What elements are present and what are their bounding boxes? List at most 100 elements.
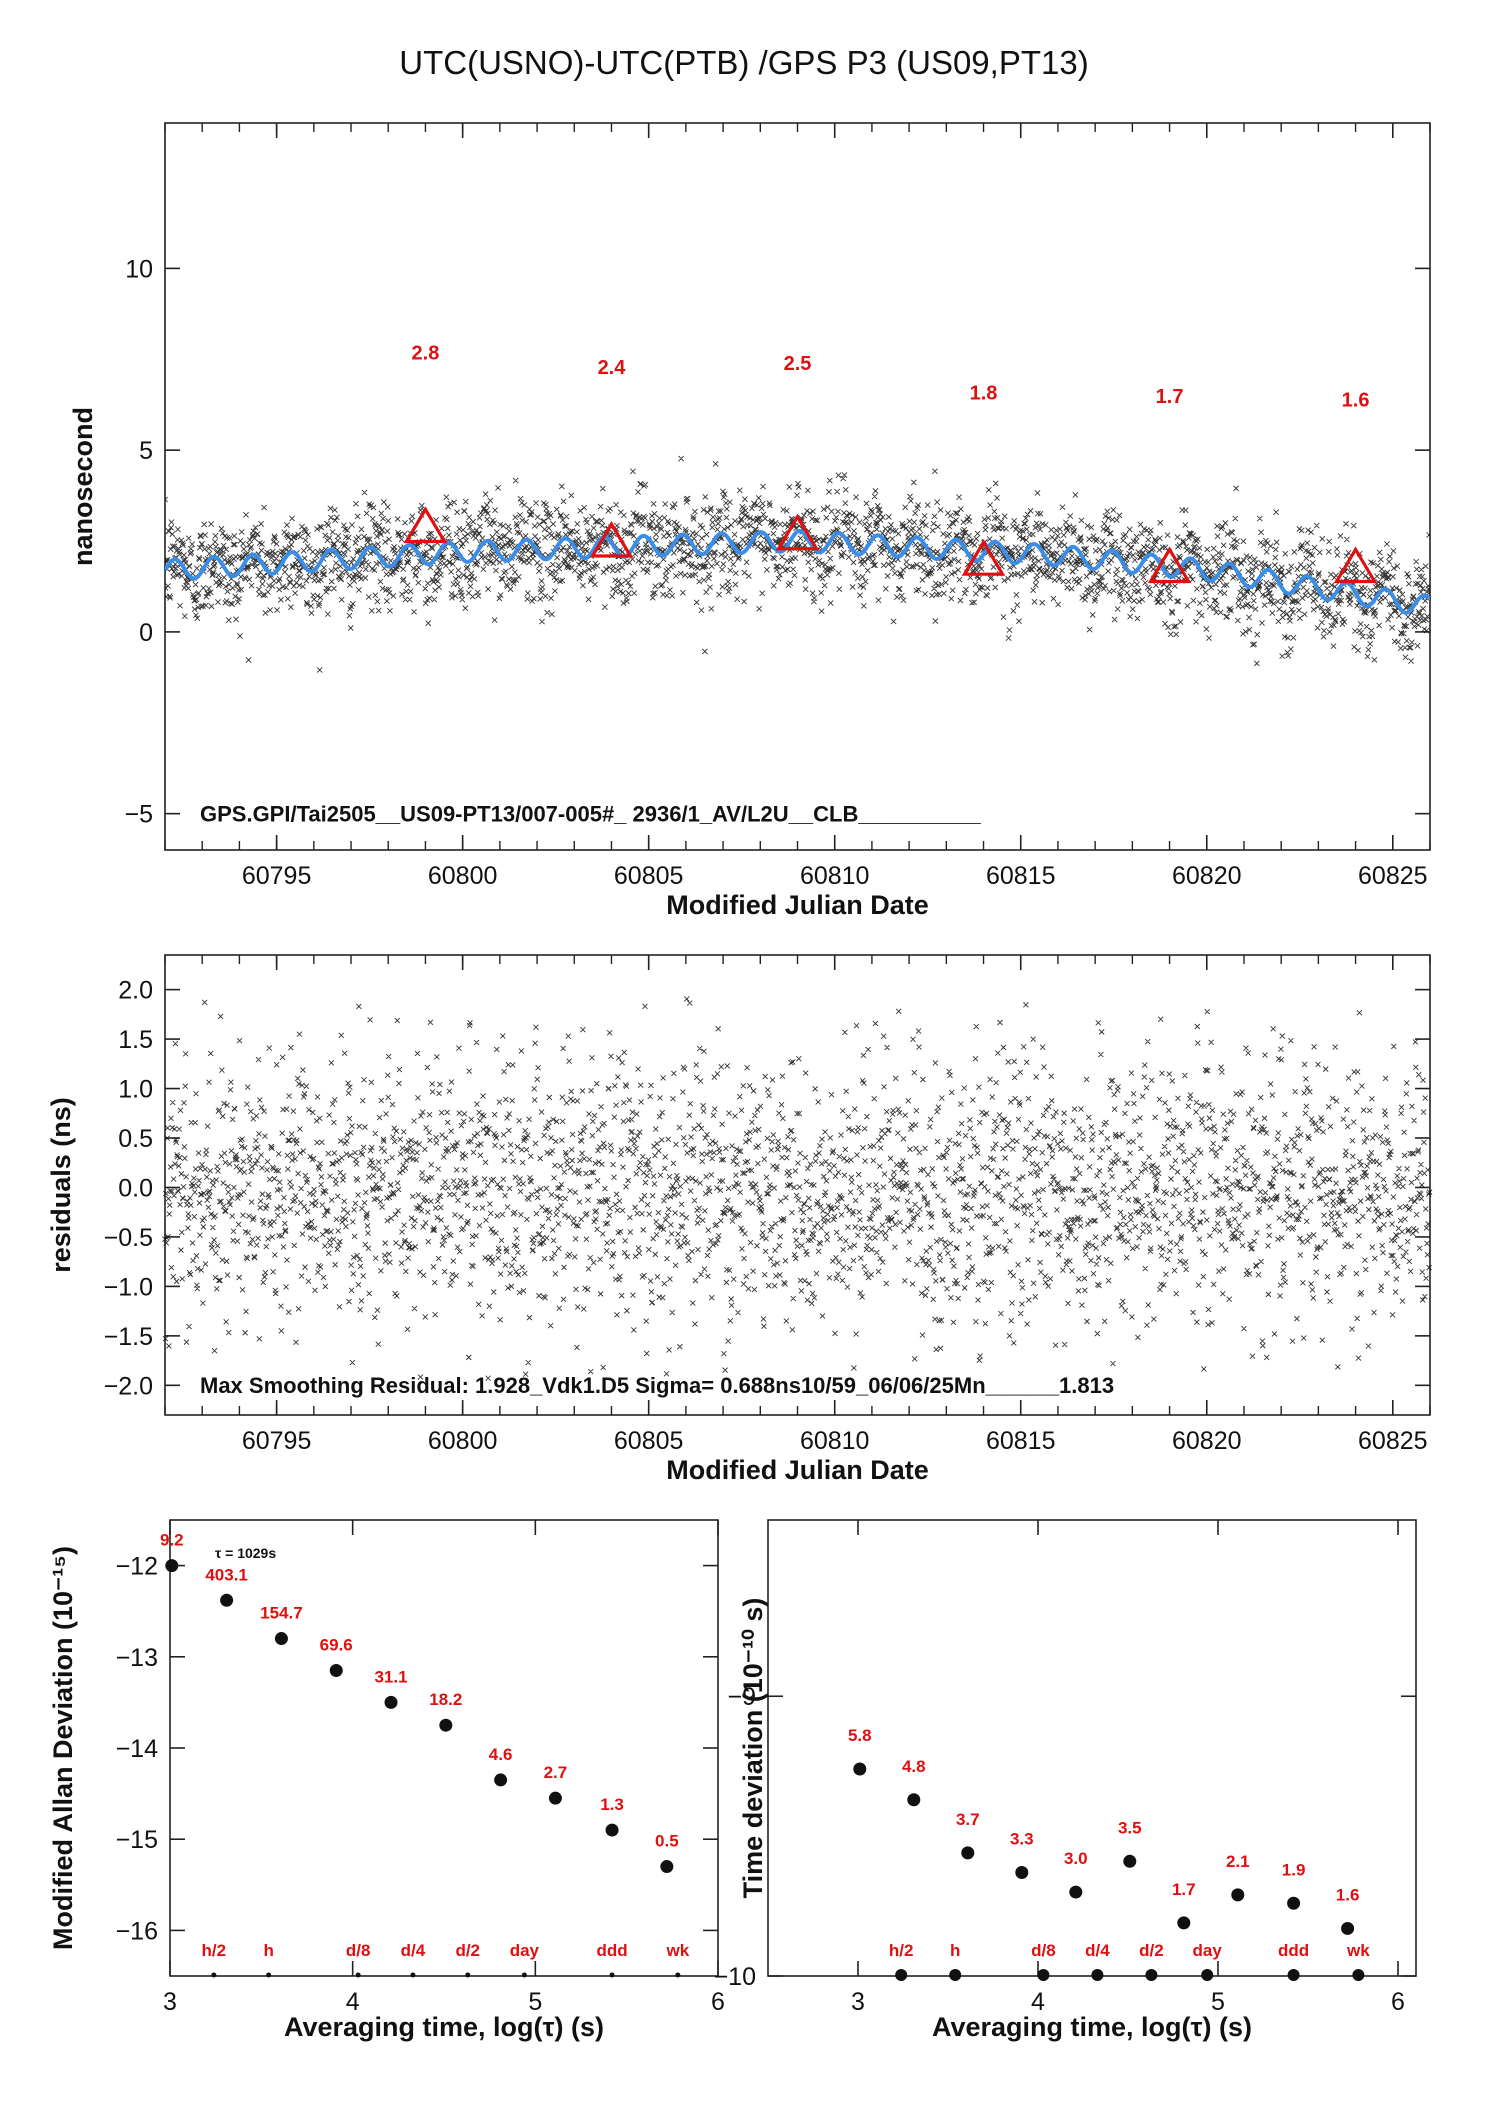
data-point-label: 9.2	[160, 1531, 184, 1550]
x-tick-label: 6	[1391, 1988, 1405, 2016]
triangle-marker	[1147, 546, 1192, 584]
y-tick-label: −12	[116, 1553, 158, 1581]
x-tick-label: 60805	[614, 862, 684, 890]
smoothed-line	[165, 528, 1430, 615]
y-axis-title: nanosecond	[68, 407, 98, 566]
triangle-marker	[961, 539, 1006, 576]
y-tick-label: −13	[116, 1644, 158, 1672]
y-tick-label: −10	[714, 1963, 756, 1991]
modified-allan-deviation-plot: 3 4 5 6 −16 −15 −14 −13 −12 Averaging time, log(τ…	[48, 1519, 725, 2042]
x-tick-label: 60815	[986, 862, 1056, 890]
y-axis-title: residuals (ns)	[46, 1097, 76, 1273]
triangle-marker	[1333, 546, 1378, 584]
interval-marker-label: d/4	[401, 1941, 426, 1960]
data-point	[605, 1823, 619, 1837]
x-tick-label: 3	[851, 1988, 865, 2016]
x-axis-title: Modified Julian Date	[666, 1455, 929, 1485]
data-point-label: 3.3	[1010, 1829, 1034, 1848]
x-axis-title: Averaging time, log(τ) (s)	[284, 2012, 604, 2042]
plot-frame	[169, 1519, 719, 1977]
data-point	[660, 1860, 674, 1874]
interval-marker-label: d/8	[1031, 1941, 1056, 1960]
interval-marker	[1037, 1969, 1050, 1981]
data-point	[1287, 1896, 1301, 1910]
triangle-label: 2.8	[412, 342, 440, 364]
data-point-label: 1.6	[1336, 1885, 1360, 1904]
interval-marker-label: h	[263, 1941, 273, 1960]
data-point	[1015, 1865, 1029, 1879]
interval-marker-label: h	[950, 1941, 960, 1960]
interval-marker-label: d/2	[455, 1941, 480, 1960]
interval-marker	[1352, 1969, 1365, 1981]
data-point-label: 3.7	[956, 1810, 980, 1829]
data-point	[384, 1695, 398, 1709]
tau-note: τ = 1029s	[215, 1545, 276, 1561]
interval-marker-label: day	[510, 1941, 540, 1960]
data-point	[961, 1846, 975, 1860]
y-tick-label: −0.5	[104, 1224, 153, 1252]
x-tick-label: 60800	[428, 862, 498, 890]
data-point	[1231, 1888, 1245, 1902]
data-point-label: 4.8	[902, 1757, 926, 1776]
plot-frame	[767, 1519, 1417, 1977]
interval-marker	[1145, 1969, 1158, 1981]
data-point-label: 18.2	[429, 1690, 462, 1709]
annotation-text: Max Smoothing Residual: 1.928_Vdk1.D5 Si…	[200, 1373, 1114, 1398]
interval-marker	[1201, 1969, 1214, 1981]
x-tick-label: 60810	[800, 862, 870, 890]
y-tick-label: −1.0	[104, 1273, 153, 1301]
interval-marker	[410, 1972, 416, 1978]
y-tick-label: 0.5	[118, 1125, 153, 1153]
triangle-marker	[589, 520, 634, 558]
triangle-marker	[775, 513, 820, 551]
triangle-label: 2.5	[784, 353, 812, 375]
interval-marker	[266, 1972, 272, 1978]
data-point	[220, 1593, 234, 1607]
x-axis-title: Modified Julian Date	[666, 890, 929, 920]
data-point-label: 5.8	[848, 1726, 872, 1745]
chart-title: UTC(USNO)-UTC(PTB) /GPS P3 (US09,PT13)	[399, 44, 1088, 81]
plot-frame	[164, 122, 1431, 851]
triangle-label: 1.6	[1342, 390, 1370, 412]
interval-marker	[895, 1969, 908, 1981]
residual-points	[162, 996, 1433, 1381]
interval-marker-label: wk	[665, 1941, 689, 1960]
data-point	[1069, 1885, 1083, 1899]
y-tick-label: 0	[139, 619, 153, 647]
y-tick-label: −16	[116, 1917, 158, 1945]
data-point	[907, 1793, 921, 1807]
y-tick-label: −2.0	[104, 1372, 153, 1400]
y-tick-label: −14	[116, 1735, 159, 1763]
x-tick-label: 60795	[242, 862, 312, 890]
interval-marker	[609, 1972, 615, 1978]
x-tick-label: 3	[163, 1988, 177, 2016]
interval-marker-label: day	[1193, 1941, 1223, 1960]
data-point-label: 1.3	[600, 1795, 624, 1814]
x-tick-label: 60820	[1172, 1427, 1242, 1455]
interval-marker	[355, 1972, 361, 1978]
y-tick-label: 1.0	[118, 1076, 153, 1104]
interval-marker-label: d/4	[1085, 1941, 1110, 1960]
data-point	[274, 1632, 288, 1646]
data-point-label: 154.7	[260, 1604, 303, 1623]
interval-marker-label: h/2	[889, 1941, 914, 1960]
interval-marker	[211, 1972, 217, 1978]
triangle-marker	[403, 506, 448, 544]
interval-marker	[675, 1972, 681, 1978]
data-point	[1123, 1854, 1137, 1868]
data-points	[165, 455, 1430, 673]
data-point-label: 3.5	[1118, 1818, 1142, 1837]
triangle-label: 1.8	[970, 382, 998, 404]
time-series-plot: 60795 60800 60805 60810 60815 60820 60825 −5 0 5 1…	[68, 122, 1431, 920]
y-tick-label: −15	[116, 1826, 158, 1854]
x-axis-title: Averaging time, log(τ) (s)	[932, 2012, 1252, 2042]
y-tick-label: −5	[124, 801, 153, 829]
data-point-label: 3.0	[1064, 1849, 1088, 1868]
interval-marker	[521, 1972, 527, 1978]
data-point-label: 1.9	[1282, 1860, 1306, 1879]
plot-area	[165, 455, 1430, 673]
data-point-label: 0.5	[655, 1832, 679, 1851]
y-tick-label: 1.5	[118, 1026, 153, 1054]
x-tick-label: 5	[1211, 1988, 1225, 2016]
